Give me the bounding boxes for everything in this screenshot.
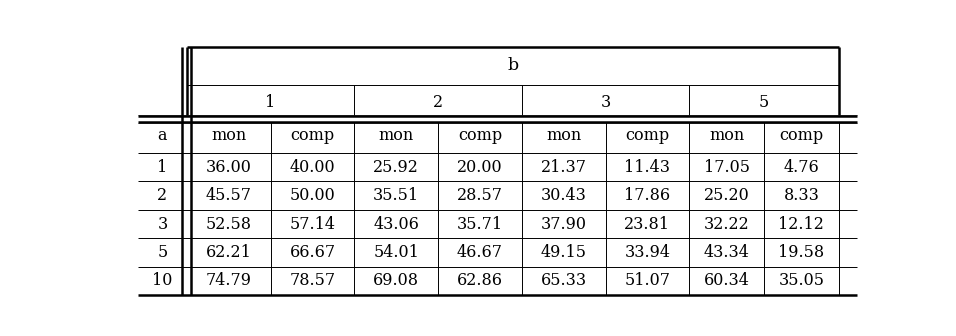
- Text: comp: comp: [291, 127, 335, 144]
- Text: 2: 2: [158, 187, 167, 204]
- Text: 1: 1: [266, 93, 275, 111]
- Text: 32.22: 32.22: [704, 215, 750, 233]
- Text: 52.58: 52.58: [206, 215, 251, 233]
- Text: mon: mon: [546, 127, 581, 144]
- Text: comp: comp: [625, 127, 669, 144]
- Text: 51.07: 51.07: [624, 272, 670, 289]
- Text: 57.14: 57.14: [290, 215, 336, 233]
- Text: 17.86: 17.86: [624, 187, 670, 204]
- Text: 37.90: 37.90: [541, 215, 587, 233]
- Text: 3: 3: [600, 93, 611, 111]
- Text: 19.58: 19.58: [778, 244, 824, 261]
- Text: 45.57: 45.57: [206, 187, 251, 204]
- Text: 49.15: 49.15: [541, 244, 587, 261]
- Text: 62.21: 62.21: [206, 244, 251, 261]
- Text: 50.00: 50.00: [290, 187, 336, 204]
- Text: comp: comp: [779, 127, 823, 144]
- Text: 33.94: 33.94: [624, 244, 670, 261]
- Text: 1: 1: [158, 159, 167, 176]
- Text: 25.92: 25.92: [373, 159, 419, 176]
- Text: mon: mon: [379, 127, 414, 144]
- Text: 30.43: 30.43: [541, 187, 587, 204]
- Text: 3: 3: [158, 215, 167, 233]
- Text: 20.00: 20.00: [457, 159, 503, 176]
- Text: 35.05: 35.05: [778, 272, 824, 289]
- Text: 46.67: 46.67: [457, 244, 503, 261]
- Text: 66.67: 66.67: [290, 244, 336, 261]
- Text: 35.71: 35.71: [457, 215, 503, 233]
- Text: 11.43: 11.43: [624, 159, 670, 176]
- Text: 40.00: 40.00: [290, 159, 336, 176]
- Bar: [138, 116, 857, 122]
- Text: 5: 5: [158, 244, 167, 261]
- Text: 23.81: 23.81: [624, 215, 670, 233]
- Text: 28.57: 28.57: [457, 187, 503, 204]
- Text: 12.12: 12.12: [778, 215, 824, 233]
- Text: 35.51: 35.51: [373, 187, 420, 204]
- Text: 43.34: 43.34: [704, 244, 750, 261]
- Text: mon: mon: [709, 127, 744, 144]
- Text: 8.33: 8.33: [783, 187, 819, 204]
- Text: 5: 5: [759, 93, 770, 111]
- Text: 2: 2: [433, 93, 444, 111]
- Text: a: a: [158, 127, 167, 144]
- Text: 78.57: 78.57: [290, 272, 336, 289]
- Text: 65.33: 65.33: [540, 272, 587, 289]
- Text: 54.01: 54.01: [373, 244, 419, 261]
- Text: 62.86: 62.86: [457, 272, 503, 289]
- Text: comp: comp: [458, 127, 502, 144]
- Text: 25.20: 25.20: [704, 187, 750, 204]
- Text: mon: mon: [211, 127, 247, 144]
- Text: 21.37: 21.37: [541, 159, 587, 176]
- Text: 4.76: 4.76: [784, 159, 819, 176]
- Text: 69.08: 69.08: [373, 272, 419, 289]
- Text: 17.05: 17.05: [704, 159, 750, 176]
- Text: 43.06: 43.06: [373, 215, 419, 233]
- Text: 10: 10: [152, 272, 173, 289]
- Text: 74.79: 74.79: [206, 272, 251, 289]
- Text: b: b: [508, 57, 518, 75]
- Text: 36.00: 36.00: [206, 159, 251, 176]
- Text: 60.34: 60.34: [704, 272, 750, 289]
